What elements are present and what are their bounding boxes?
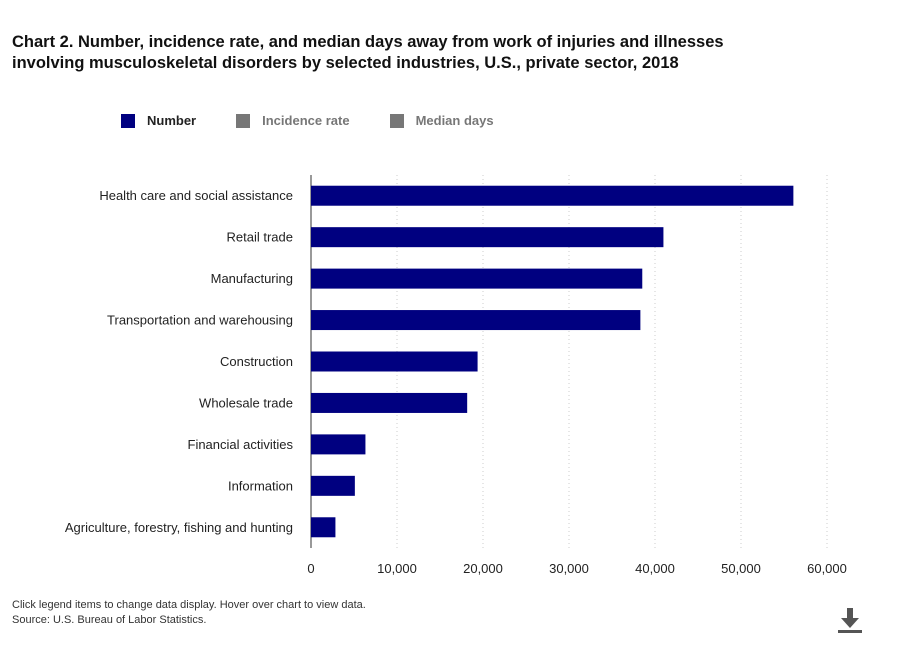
- x-tick-label: 60,000: [807, 561, 847, 576]
- category-label: Retail trade: [227, 230, 293, 245]
- bar[interactable]: [311, 227, 664, 248]
- category-label: Wholesale trade: [199, 395, 293, 410]
- chart-title-line-2: involving musculoskeletal disorders by s…: [12, 54, 679, 72]
- category-label: Manufacturing: [211, 271, 293, 286]
- category-label: Construction: [220, 354, 293, 369]
- bar-chart[interactable]: Health care and social assistance Retail …: [0, 0, 904, 590]
- category-label: Health care and social assistance: [99, 188, 293, 203]
- bar[interactable]: [311, 434, 366, 455]
- legend-swatch-median-days: [389, 113, 404, 128]
- bar[interactable]: [311, 351, 478, 372]
- x-tick-label: 40,000: [635, 561, 675, 576]
- legend-item-median-days[interactable]: Median days: [389, 113, 494, 128]
- footer-source: Source: U.S. Bureau of Labor Statistics.: [12, 614, 207, 626]
- legend-item-number[interactable]: Number: [121, 113, 196, 128]
- bar[interactable]: [311, 310, 641, 331]
- bar[interactable]: [311, 268, 643, 289]
- bar[interactable]: [311, 185, 794, 206]
- legend-label-median-days: Median days: [415, 113, 494, 128]
- chart-title-line-1: Chart 2. Number, incidence rate, and med…: [12, 33, 724, 51]
- x-tick-label: 50,000: [721, 561, 761, 576]
- x-tick-label: 20,000: [463, 561, 503, 576]
- x-tick-label: 10,000: [377, 561, 417, 576]
- legend-swatch-incidence-rate: [236, 113, 251, 128]
- download-icon[interactable]: [836, 606, 864, 636]
- category-label: Information: [228, 478, 293, 493]
- legend-label-incidence-rate: Incidence rate: [262, 113, 350, 128]
- legend-label-number: Number: [147, 113, 197, 128]
- x-tick-label: 30,000: [549, 561, 589, 576]
- legend-swatch-number: [121, 113, 135, 128]
- category-label: Agriculture, forestry, fishing and hunti…: [65, 520, 293, 535]
- chart-legend: Number Incidence rate Median days: [121, 113, 534, 128]
- bar[interactable]: [311, 392, 468, 413]
- legend-item-incidence-rate[interactable]: Incidence rate: [236, 113, 350, 128]
- chart-title: Chart 2. Number, incidence rate, and med…: [12, 32, 872, 74]
- chart-footer: Click legend items to change data displa…: [12, 598, 366, 628]
- x-tick-label: 0: [307, 561, 314, 576]
- bar[interactable]: [311, 517, 336, 538]
- bar[interactable]: [311, 475, 355, 496]
- footer-note: Click legend items to change data displa…: [12, 599, 366, 611]
- category-label: Transportation and warehousing: [107, 313, 293, 328]
- category-label: Financial activities: [188, 437, 294, 452]
